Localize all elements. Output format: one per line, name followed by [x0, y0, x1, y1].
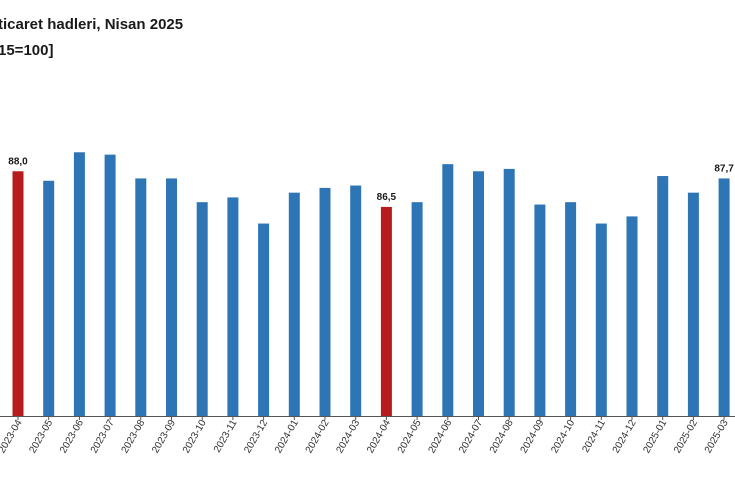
x-tick-label: 2024-01	[273, 418, 301, 456]
x-tick-label: 2024-02	[304, 418, 332, 456]
bar-2025-01	[657, 176, 669, 416]
data-label-2025-03: 87,7	[714, 163, 734, 174]
x-tick-label: 2024-09	[519, 418, 547, 456]
bar-2023-12	[258, 223, 270, 416]
bar-2024-05	[411, 202, 423, 416]
x-tick-label: 2023-06	[58, 418, 86, 456]
bar-2024-07	[473, 171, 484, 416]
bar-2023-08	[135, 178, 147, 416]
bar-2023-05	[43, 180, 55, 416]
x-tick-label: 2024-10	[549, 418, 577, 456]
bar-2024-10	[565, 202, 577, 416]
x-tick-label: 2023-04	[0, 418, 25, 456]
x-tick-label: 2024-04	[365, 418, 393, 456]
chart-title: ticaret hadleri, Nisan 2025	[0, 16, 184, 33]
bar-2024-04	[380, 206, 392, 416]
bar-2024-02	[319, 187, 331, 416]
bar-2024-01	[288, 192, 300, 416]
x-tick-label: 2024-12	[611, 418, 639, 456]
bar-2025-03	[718, 178, 730, 416]
bar-2023-07	[104, 154, 116, 417]
data-label-2023-04: 88,0	[8, 156, 28, 167]
bar-2024-12	[626, 216, 638, 416]
bar-2025-02	[687, 192, 699, 416]
bar-2023-10	[196, 202, 208, 416]
x-tick-label: 2023-11	[212, 418, 240, 455]
bar-2024-09	[534, 204, 546, 416]
x-tick-label: 2023-08	[120, 418, 148, 456]
x-tick-label: 2023-05	[27, 418, 55, 456]
x-tick-label: 2023-10	[181, 418, 209, 456]
x-tick-label: 2024-07	[457, 418, 485, 456]
x-tick-label: 2024-06	[427, 418, 455, 456]
x-tick-label: 2023-12	[242, 418, 270, 456]
bar-2024-11	[595, 223, 607, 416]
bar-2023-06	[73, 152, 85, 416]
bar-2024-08	[503, 168, 515, 416]
bar-2024-03	[350, 185, 362, 416]
data-label-2024-04: 86,5	[377, 192, 397, 203]
bar-2023-11	[227, 197, 239, 416]
x-tick-label: 2024-03	[334, 418, 362, 456]
x-tick-label: 2023-09	[150, 418, 178, 456]
x-tick-label: 2025-01	[641, 418, 669, 456]
chart-subtitle: 15=100]	[0, 42, 54, 59]
bar-2023-04	[12, 171, 24, 416]
bar-2023-09	[166, 178, 177, 416]
x-tick-label: 2024-11	[580, 418, 608, 455]
x-tick-label: 2024-05	[396, 418, 424, 456]
x-tick-label: 2025-02	[672, 418, 700, 456]
x-tick-label: 2025-03	[703, 418, 731, 456]
x-tick-label: 2024-08	[488, 418, 516, 456]
bar-2024-06	[442, 164, 454, 416]
x-tick-label: 2023-07	[89, 418, 117, 456]
